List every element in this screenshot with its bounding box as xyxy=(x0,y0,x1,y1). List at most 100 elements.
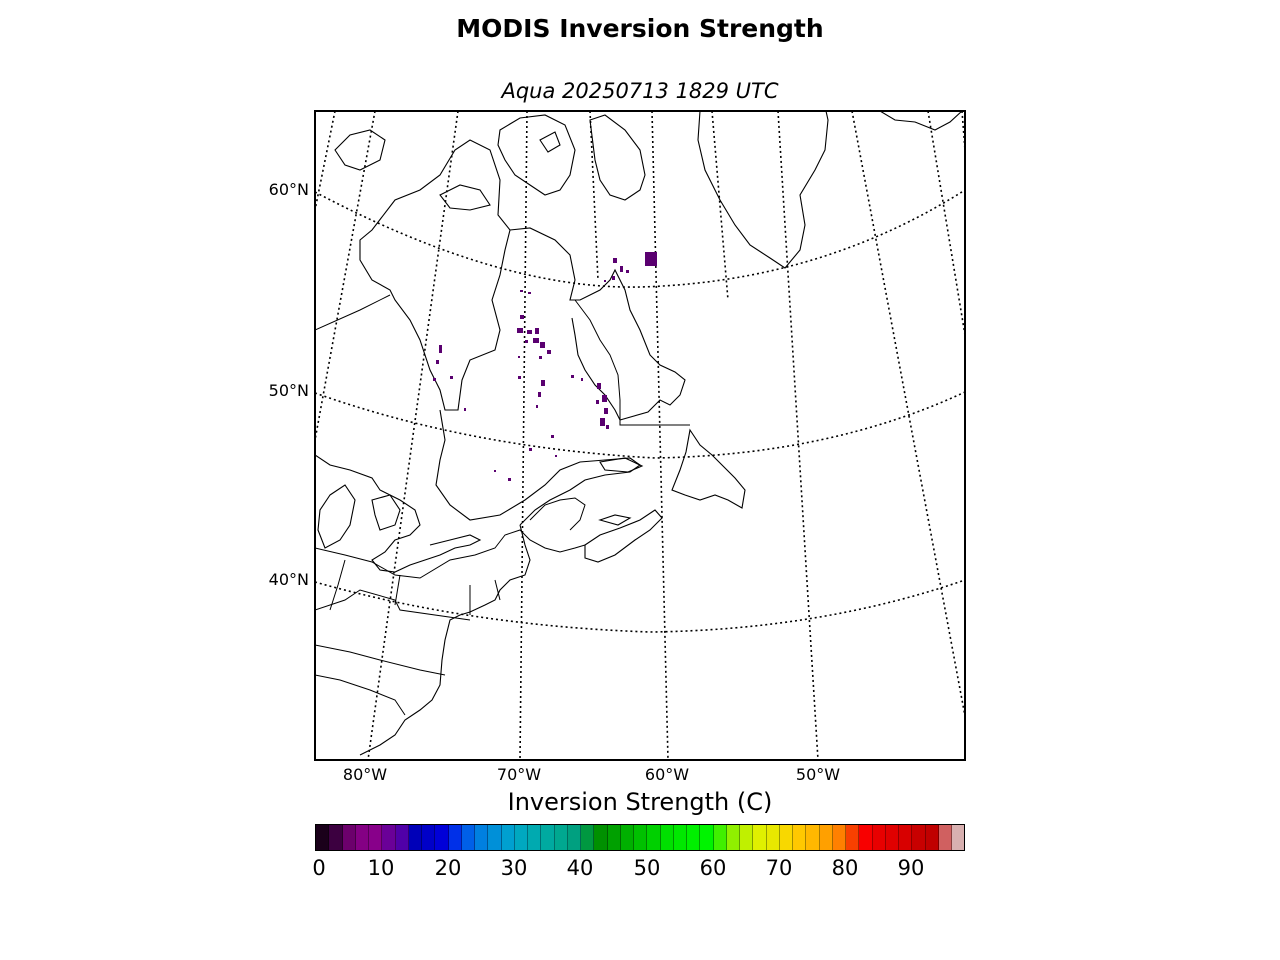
meridian-35w xyxy=(961,111,965,151)
lon-label-60w: 60°W xyxy=(644,765,690,784)
colorbar-cell xyxy=(912,825,926,850)
colorbar-cell xyxy=(408,825,422,850)
map-title: MODIS Inversion Strength xyxy=(456,14,824,43)
colorbar-cell xyxy=(713,825,727,850)
colorbar-cell xyxy=(687,825,701,850)
coastline-lake-huron xyxy=(371,494,401,531)
meridian-60w xyxy=(651,111,669,760)
colorbar-cell xyxy=(846,825,860,850)
coastlines xyxy=(315,111,963,756)
border-new-brunswick xyxy=(529,497,586,531)
meridian-55w xyxy=(711,111,729,301)
map-subtitle: Aqua 20250713 1829 UTC xyxy=(501,79,779,103)
colorbar-cell xyxy=(329,825,343,850)
map-frame xyxy=(314,110,966,761)
inversion-data xyxy=(433,252,657,481)
colorbar-cell xyxy=(700,825,714,850)
colorbar-cell xyxy=(422,825,436,850)
colorbar-cell xyxy=(475,825,489,850)
political-borders xyxy=(315,294,690,716)
colorbar-cell xyxy=(541,825,555,850)
colorbar-tick-20: 20 xyxy=(434,856,462,880)
colorbar-cell xyxy=(435,825,449,850)
colorbar-cell xyxy=(461,825,475,850)
colorbar-cell xyxy=(899,825,913,850)
colorbar-cell xyxy=(673,825,687,850)
colorbar-cell xyxy=(448,825,462,850)
colorbar-cell xyxy=(634,825,648,850)
colorbar-cell xyxy=(514,825,528,850)
colorbar-cell xyxy=(554,825,568,850)
colorbar-cell xyxy=(382,825,396,850)
meridian-85w xyxy=(315,111,336,211)
coastline-great-lakes xyxy=(315,454,482,573)
colorbar-tick-40: 40 xyxy=(566,856,594,880)
colorbar-tick-90: 90 xyxy=(897,856,925,880)
border-quebec-labrador xyxy=(574,299,690,426)
coastline-baffin xyxy=(497,114,576,196)
colorbar-cell xyxy=(395,825,409,850)
border-states-2 xyxy=(315,644,446,676)
colorbar-cell xyxy=(779,825,793,850)
coastline-newfoundland xyxy=(671,428,746,509)
colorbar-cell xyxy=(819,825,833,850)
colorbar-cell xyxy=(501,825,515,850)
coastline-lake-michigan xyxy=(317,484,356,549)
coastline-new-england xyxy=(359,524,531,756)
colorbar-cell xyxy=(740,825,754,850)
colorbar-cell xyxy=(832,825,846,850)
meridian-80w xyxy=(315,111,376,441)
colorbar-label: Inversion Strength (C) xyxy=(507,788,773,816)
colorbar-tick-30: 30 xyxy=(500,856,528,880)
colorbar-cell xyxy=(793,825,807,850)
colorbar-cell xyxy=(528,825,542,850)
colorbar-tick-10: 10 xyxy=(367,856,395,880)
meridian-40w xyxy=(927,111,965,336)
coastline-ungava xyxy=(509,227,686,421)
colorbar-cell xyxy=(766,825,780,850)
colorbar-cell xyxy=(369,825,383,850)
border-states-1 xyxy=(315,589,471,621)
coastline-greenland-north xyxy=(879,111,963,131)
colorbar-cell xyxy=(355,825,369,850)
colorbar-cell xyxy=(594,825,608,850)
colorbar-cell xyxy=(859,825,873,850)
colorbar-cell xyxy=(885,825,899,850)
colorbar-cell xyxy=(647,825,661,850)
coastline-nova-scotia xyxy=(584,509,663,563)
colorbar-cell xyxy=(567,825,581,850)
lat-label-50n: 50°N xyxy=(268,381,309,400)
meridian-75w xyxy=(367,111,459,760)
lat-label-40n: 40°N xyxy=(268,570,309,589)
colorbar-cell xyxy=(753,825,767,850)
meridian-50w xyxy=(777,111,819,760)
colorbar xyxy=(315,824,965,851)
coastline-st-lawrence xyxy=(435,409,641,526)
graticule-latitudes xyxy=(315,189,965,633)
border-states-3 xyxy=(315,674,406,716)
colorbar-cell xyxy=(952,825,965,850)
lon-label-50w: 50°W xyxy=(795,765,841,784)
colorbar-tick-50: 50 xyxy=(633,856,661,880)
colorbar-cell xyxy=(488,825,502,850)
colorbar-cell xyxy=(620,825,634,850)
colorbar-cell xyxy=(938,825,952,850)
meridian-65w xyxy=(589,111,599,281)
coastline-anticosti xyxy=(599,457,644,473)
colorbar-cell xyxy=(872,825,886,850)
meridian-45w xyxy=(851,111,965,717)
colorbar-cell xyxy=(726,825,740,850)
colorbar-cell xyxy=(925,825,939,850)
lon-label-80w: 80°W xyxy=(342,765,388,784)
colorbar-cell xyxy=(316,825,330,850)
colorbar-cell xyxy=(607,825,621,850)
coastline-arctic-islands xyxy=(334,129,561,211)
colorbar-tick-80: 80 xyxy=(831,856,859,880)
border-ontario-manitoba xyxy=(315,294,391,331)
coastline-baffin-east xyxy=(589,114,646,201)
border-states-4 xyxy=(329,559,501,615)
lat-label-60n: 60°N xyxy=(268,180,309,199)
parallel-60n xyxy=(315,189,965,288)
colorbar-cell xyxy=(581,825,595,850)
